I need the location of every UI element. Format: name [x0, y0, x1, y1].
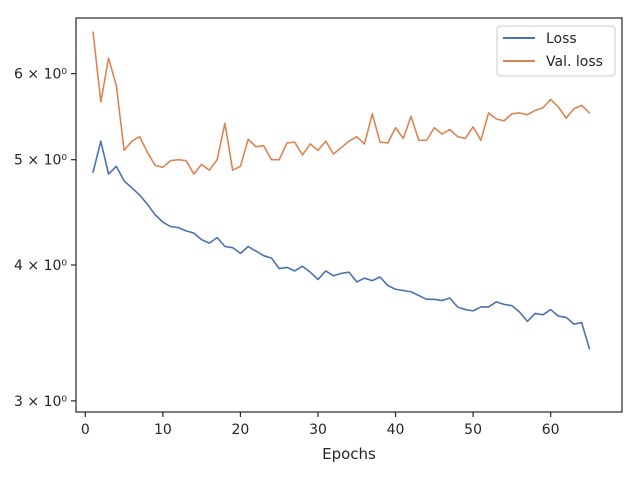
x-tick-label-0: 0 — [81, 422, 90, 438]
x-tick-label-10: 10 — [154, 422, 172, 438]
y-tick-label-5: 5 × 10⁰ — [14, 153, 67, 169]
plot-background — [76, 18, 622, 412]
series-layer — [92, 31, 591, 350]
x-tick-label-20: 20 — [232, 422, 250, 438]
x-tick-label-30: 30 — [309, 422, 327, 438]
legend-label-val-loss: Val. loss — [546, 54, 603, 70]
y-tick-label-3: 3 × 10⁰ — [14, 394, 67, 410]
series-line-loss — [92, 140, 591, 350]
y-tick-label-4: 4 × 10⁰ — [14, 258, 67, 274]
x-axis: 0 10 20 30 40 50 60 — [81, 412, 560, 438]
x-axis-label: Epochs — [322, 445, 376, 463]
x-tick-label-50: 50 — [464, 422, 482, 438]
plot-frame — [75, 17, 623, 413]
x-tick-label-60: 60 — [542, 422, 560, 438]
y-tick-label-6: 6 × 10⁰ — [14, 67, 67, 83]
y-axis: 3 × 10⁰ 4 × 10⁰ 5 × 10⁰ 6 × 10⁰ — [14, 67, 76, 410]
x-tick-label-40: 40 — [387, 422, 405, 438]
series-line-val-loss — [92, 31, 591, 175]
legend-label-loss: Loss — [546, 31, 577, 47]
legend: Loss Val. loss — [496, 25, 616, 77]
